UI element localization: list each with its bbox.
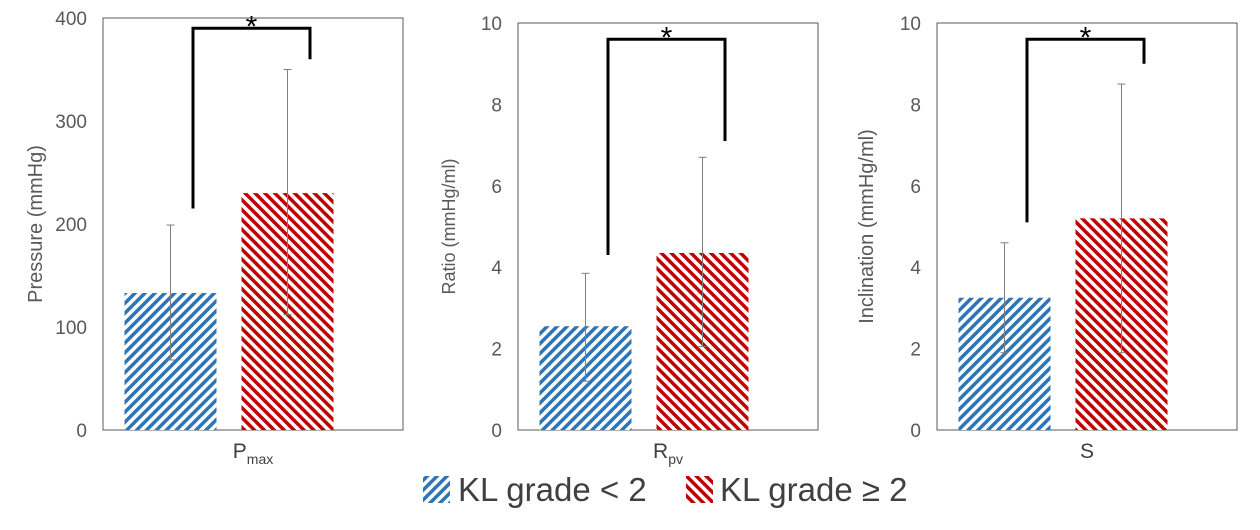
chart-panel: 0 100 200 300 400 Pressure (mmHg) * Pmax — [25, 9, 404, 467]
y-tick-label: 300 — [55, 112, 87, 133]
legend-label: KL grade ≥ 2 — [720, 471, 908, 508]
legend-swatch — [686, 476, 713, 503]
y-tick-label: 4 — [910, 258, 921, 279]
significance-label: * — [246, 10, 258, 43]
y-axis-label: Ratio (mmHg/ml) — [439, 158, 459, 294]
legend: KL grade < 2 KL grade ≥ 2 — [423, 471, 908, 508]
significance-bracket — [191, 26, 312, 209]
y-tick-label: 2 — [910, 340, 921, 361]
y-tick-label: 400 — [55, 9, 87, 30]
y-tick-label: 10 — [900, 14, 921, 35]
y-tick-label: 8 — [491, 95, 502, 116]
x-category-label: S — [1080, 440, 1094, 463]
y-tick-label: 4 — [491, 258, 502, 279]
significance-bracket — [606, 37, 727, 255]
y-tick-label: 100 — [55, 318, 87, 339]
y-tick-label: 2 — [491, 340, 502, 361]
x-category-label: Rpv — [653, 440, 683, 467]
significance-bracket — [1025, 37, 1146, 223]
x-category-label: Pmax — [233, 440, 273, 467]
y-tick-label: 0 — [910, 421, 921, 442]
significance-label: * — [661, 21, 673, 54]
y-tick-label: 8 — [910, 95, 921, 116]
y-tick-label: 6 — [910, 177, 921, 198]
chart-panel: 0 2 4 6 8 10 Inclination (mmHg/ml) * S — [856, 14, 1238, 463]
y-axis-label: Pressure (mmHg) — [25, 145, 47, 303]
y-axis-label: Inclination (mmHg/ml) — [856, 129, 878, 323]
y-tick-label: 200 — [55, 215, 87, 236]
y-tick-label: 0 — [76, 421, 87, 442]
legend-label: KL grade < 2 — [458, 471, 647, 508]
y-tick-label: 0 — [491, 421, 502, 442]
significance-label: * — [1080, 21, 1092, 54]
y-tick-label: 6 — [491, 177, 502, 198]
y-tick-label: 10 — [481, 14, 502, 35]
legend-swatch — [423, 476, 450, 503]
chart-panel: 0 2 4 6 8 10 Ratio (mmHg/ml) * Rpv — [439, 14, 819, 467]
